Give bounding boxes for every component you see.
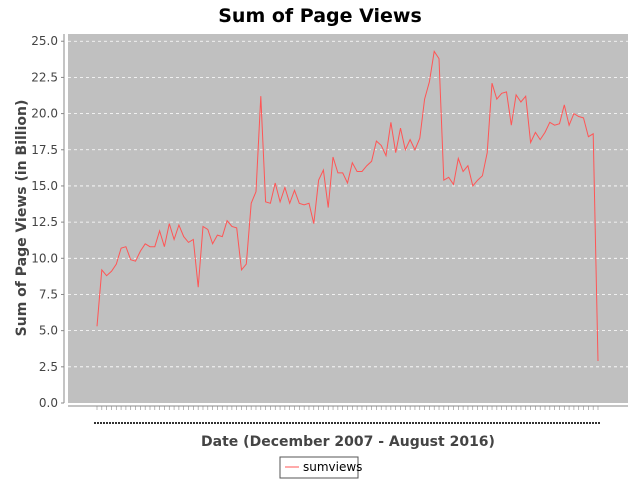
x-axis-label: Date (December 2007 - August 2016)	[201, 434, 495, 450]
y-axis: 0.0 2.5 5.0 7.5 10.0 12.5 15.0 17.5 20.0 22.5 25.0	[31, 34, 65, 410]
legend-box	[279, 456, 359, 479]
x-axis	[68, 405, 628, 424]
y-tick-label: 5.0	[39, 324, 58, 338]
legend: sumviews	[279, 456, 362, 479]
y-tick-label: 17.5	[31, 143, 58, 157]
y-tick-label: 20.0	[31, 107, 58, 121]
chart-title: Sum of Page Views	[218, 5, 422, 27]
y-tick-label: 25.0	[31, 34, 58, 48]
series-line-sumviews	[96, 50, 599, 362]
y-axis-label: Sum of Page Views (in Billion)	[14, 100, 30, 337]
y-tick-label: 0.0	[39, 396, 58, 410]
plot-area	[68, 34, 628, 403]
y-tick-label: 12.5	[31, 215, 58, 229]
series-layer	[96, 50, 599, 362]
legend-label-sumviews: sumviews	[303, 460, 362, 474]
y-tick-label: 15.0	[31, 179, 58, 193]
y-tick-label: 2.5	[39, 360, 58, 374]
y-tick-label: 10.0	[31, 251, 58, 265]
y-tick-label: 22.5	[31, 70, 58, 84]
y-tick-label: 7.5	[39, 287, 58, 301]
